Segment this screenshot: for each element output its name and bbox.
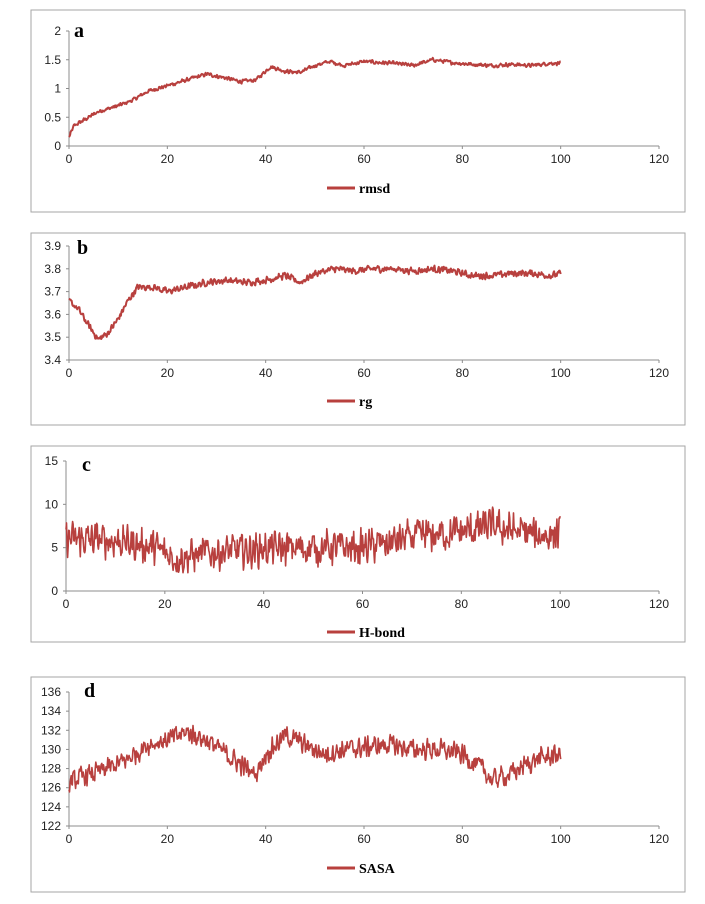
- x-tick-label: 40: [259, 832, 273, 846]
- legend-label: H-bond: [359, 626, 405, 641]
- y-tick-label: 3.5: [44, 330, 61, 344]
- chart-panel-b: 0 20 40 60 80 100 120 3.4 3.5 3.6 3.7 3.8 3.9 b rg: [30, 232, 686, 426]
- legend-label: rg: [359, 395, 372, 410]
- panel-label: a: [74, 20, 84, 42]
- x-tick-label: 80: [456, 832, 470, 846]
- y-tick-label: 122: [41, 819, 61, 833]
- x-tick-label: 20: [161, 152, 175, 166]
- x-tick-label: 120: [649, 832, 669, 846]
- y-tick-label: 3.8: [44, 262, 61, 276]
- y-tick-label: 124: [41, 800, 61, 814]
- y-tick-label: 134: [41, 704, 61, 718]
- x-tick-label: 80: [456, 152, 470, 166]
- x-tick-label: 100: [551, 152, 571, 166]
- y-tick-label: 3.9: [44, 239, 61, 253]
- x-tick-label: 60: [357, 152, 371, 166]
- panel-frame: [30, 232, 686, 426]
- y-tick-label: 126: [41, 781, 61, 795]
- x-tick-label: 60: [357, 832, 371, 846]
- panel-label: c: [82, 454, 91, 476]
- y-tick-label: 3.6: [44, 307, 61, 321]
- x-tick-label: 40: [259, 152, 273, 166]
- x-tick-label: 20: [158, 597, 172, 611]
- x-tick-label: 100: [551, 366, 571, 380]
- y-tick-label: 130: [41, 742, 61, 756]
- y-tick-label: 136: [41, 685, 61, 699]
- panel-frame: [30, 676, 686, 893]
- series-line-rg: [68, 264, 562, 340]
- chart-panel-d: 0 20 40 60 80 100 120 122 124 126 128 130 132 134 136 d…: [30, 676, 686, 893]
- legend-label: SASA: [359, 862, 396, 877]
- panel-frame: [30, 9, 686, 213]
- y-tick-label: 3.4: [44, 353, 61, 367]
- x-tick-label: 60: [357, 366, 371, 380]
- y-tick-label: 128: [41, 762, 61, 776]
- series-line-H-bond: [65, 506, 561, 574]
- y-tick-label: 132: [41, 723, 61, 737]
- y-tick-label: 2: [54, 24, 61, 38]
- panel-label: d: [84, 680, 95, 702]
- y-tick-label: 0: [54, 139, 61, 153]
- chart-panel-c: 0 20 40 60 80 100 120 0 5 10 15 c H-bond: [30, 445, 686, 643]
- chart-panel-a: 0 20 40 60 80 100 120 0 0.5 1 1.5 2 a rmsd: [30, 9, 686, 213]
- y-tick-label: 15: [45, 454, 59, 468]
- x-tick-label: 100: [550, 597, 570, 611]
- legend-label: rmsd: [359, 182, 390, 197]
- y-tick-label: 1.5: [44, 53, 61, 67]
- x-tick-label: 0: [66, 152, 73, 166]
- x-tick-label: 120: [649, 597, 669, 611]
- x-tick-label: 40: [259, 366, 273, 380]
- y-tick-label: 0.5: [44, 110, 61, 124]
- panel-label: b: [77, 237, 88, 259]
- x-tick-label: 0: [66, 832, 73, 846]
- x-tick-label: 80: [456, 366, 470, 380]
- x-tick-label: 120: [649, 152, 669, 166]
- x-tick-label: 120: [649, 366, 669, 380]
- x-tick-label: 20: [161, 832, 175, 846]
- y-tick-label: 0: [51, 584, 58, 598]
- x-tick-label: 40: [257, 597, 271, 611]
- x-tick-label: 60: [356, 597, 370, 611]
- x-tick-label: 20: [161, 366, 175, 380]
- y-tick-label: 1: [54, 82, 61, 96]
- series-line-rmsd: [68, 56, 562, 138]
- x-tick-label: 0: [66, 366, 73, 380]
- series-line-SASA: [68, 724, 562, 793]
- y-tick-label: 3.7: [44, 285, 61, 299]
- y-tick-label: 10: [45, 497, 59, 511]
- x-tick-label: 100: [551, 832, 571, 846]
- x-tick-label: 0: [63, 597, 70, 611]
- y-tick-label: 5: [51, 541, 58, 555]
- x-tick-label: 80: [455, 597, 469, 611]
